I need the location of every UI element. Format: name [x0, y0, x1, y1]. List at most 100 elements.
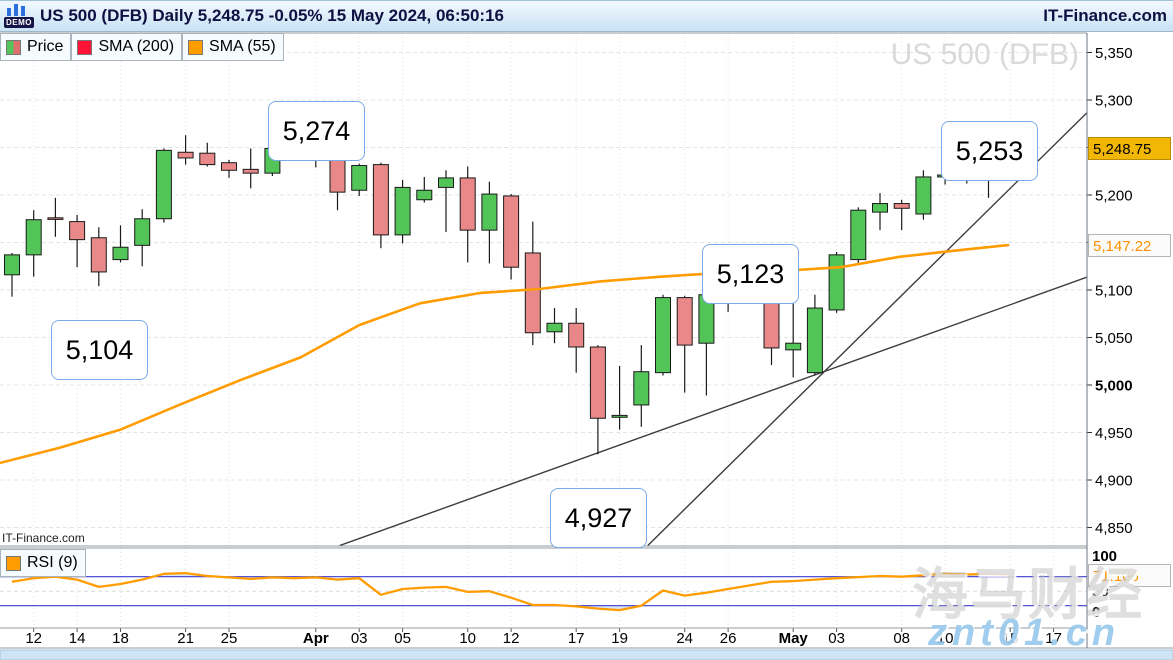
last-price-tag: 5,248.75: [1088, 137, 1171, 160]
candle-body[interactable]: [459, 177, 476, 231]
legend-rsi[interactable]: RSI (9): [0, 549, 86, 577]
candle-body[interactable]: [177, 151, 194, 159]
candle-body[interactable]: [438, 177, 454, 188]
candle-body[interactable]: [893, 203, 910, 209]
x-axis-label: 03: [351, 630, 368, 647]
y-axis-label: 5,050: [1095, 330, 1133, 347]
rsi-axis-label: 100: [1092, 548, 1117, 565]
price-annotation[interactable]: 5,104: [51, 320, 148, 380]
bottom-strip: [0, 649, 1173, 660]
x-axis-label: May: [779, 630, 809, 647]
x-axis-label: 15: [1002, 630, 1019, 647]
y-axis-label: 5,200: [1095, 188, 1133, 205]
candle-body[interactable]: [242, 168, 259, 174]
symbol-watermark: US 500 (DFB): [890, 38, 1079, 71]
candle-body[interactable]: [199, 152, 216, 166]
candle-body[interactable]: [503, 195, 520, 268]
legend-sma55[interactable]: SMA (55): [182, 33, 284, 61]
y-axis-label: 4,950: [1095, 425, 1133, 442]
candle-body[interactable]: [676, 297, 693, 346]
candle-body[interactable]: [524, 252, 541, 334]
x-axis-label: 12: [25, 630, 42, 647]
rsi-legend: RSI (9): [0, 549, 86, 577]
candle-body[interactable]: [785, 342, 802, 351]
x-axis-label: 17: [1045, 630, 1062, 647]
x-axis-label: 24: [676, 630, 693, 647]
x-axis-label: 17: [568, 630, 585, 647]
candle-body[interactable]: [872, 203, 888, 213]
x-axis-label: 19: [611, 630, 628, 647]
candle-body[interactable]: [47, 217, 64, 220]
x-axis-label: 08: [893, 630, 910, 647]
candle-body[interactable]: [90, 237, 107, 273]
gridlines: 12 14 18 21 25 Apr 03 05 10 12 17 19 24 26 May 03 08 10 15…: [0, 33, 1092, 647]
x-axis-label: Apr: [303, 630, 329, 647]
sma55-line[interactable]: [0, 243, 1010, 465]
price-swatch-icon: [6, 39, 21, 55]
candle-body[interactable]: [394, 186, 411, 236]
x-axis-label: 05: [394, 630, 411, 647]
candle-body[interactable]: [828, 254, 845, 311]
x-axis-label: 03: [828, 630, 845, 647]
instrument-title: US 500 (DFB) Daily 5,248.75 -0.05% 15 Ma…: [40, 6, 504, 25]
price-annotation[interactable]: 5,274: [268, 101, 365, 161]
candle-body[interactable]: [546, 322, 563, 333]
candle-body[interactable]: [589, 346, 606, 419]
candle-body[interactable]: [655, 297, 671, 374]
sma55-swatch-icon: [188, 39, 204, 55]
candle-body[interactable]: [568, 322, 585, 348]
y-axis-label: 5,300: [1095, 93, 1133, 110]
trendlines[interactable]: [339, 111, 1089, 546]
title-bar: DEMO US 500 (DFB) Daily 5,248.75 -0.05% …: [0, 0, 1173, 32]
legend-sma55-label: SMA (55): [209, 38, 276, 55]
price-annotation[interactable]: 5,123: [702, 244, 799, 304]
candle-body[interactable]: [112, 246, 129, 261]
price-axis-labels: 5,350 5,300 5,200 5,100 5,050 5,000 4,950 4,900…: [1092, 45, 1133, 621]
legend-sma200[interactable]: SMA (200): [71, 33, 183, 61]
price-annotation[interactable]: 4,927: [550, 488, 647, 548]
candle-body[interactable]: [4, 254, 20, 276]
platform-brand: IT-Finance.com: [1043, 6, 1167, 25]
candle-body[interactable]: [806, 307, 823, 374]
y-axis-label: 4,900: [1095, 473, 1133, 490]
candles[interactable]: [4, 124, 1019, 455]
candle-body[interactable]: [329, 157, 346, 193]
y-axis-label: 4,850: [1095, 520, 1133, 537]
candle-body[interactable]: [351, 165, 368, 191]
candle-body[interactable]: [850, 209, 867, 261]
candle-body[interactable]: [25, 219, 42, 256]
trendline: [647, 111, 1087, 546]
demo-badge: DEMO: [4, 17, 34, 28]
rsi-value-tag: 71.106: [1088, 564, 1171, 587]
candle-body[interactable]: [134, 218, 151, 246]
candle-body[interactable]: [915, 176, 932, 215]
y-axis-label: 5,000: [1095, 378, 1133, 395]
candle-body[interactable]: [416, 189, 433, 201]
y-axis-label: 5,350: [1095, 45, 1133, 62]
legend-rsi-label: RSI (9): [27, 554, 78, 571]
x-axis-label: 21: [177, 630, 194, 647]
rsi-swatch-icon: [6, 555, 21, 571]
candle-body[interactable]: [372, 164, 389, 236]
candle-body[interactable]: [611, 414, 628, 418]
candle-body[interactable]: [633, 371, 650, 406]
candle-body[interactable]: [155, 149, 172, 220]
legend-sma200-label: SMA (200): [98, 38, 175, 55]
pane-brand: IT-Finance.com: [2, 531, 85, 545]
legend-price[interactable]: Price: [0, 33, 72, 61]
x-axis-label: 14: [69, 630, 86, 647]
sma55-value-tag: 5,147.22: [1088, 234, 1171, 257]
x-axis-label: 10: [459, 630, 476, 647]
x-axis-label: 18: [112, 630, 129, 647]
x-axis-label: 12: [503, 630, 520, 647]
x-axis-label: 10: [937, 630, 954, 647]
candle-body[interactable]: [221, 162, 237, 171]
candle-body[interactable]: [69, 221, 86, 241]
sma200-swatch-icon: [77, 39, 93, 55]
rsi-axis-label: 0: [1092, 604, 1100, 621]
rsi-line[interactable]: [11, 571, 1011, 612]
price-annotation[interactable]: 5,253: [941, 121, 1038, 181]
trendline: [339, 276, 1087, 546]
candle-body[interactable]: [481, 193, 498, 231]
